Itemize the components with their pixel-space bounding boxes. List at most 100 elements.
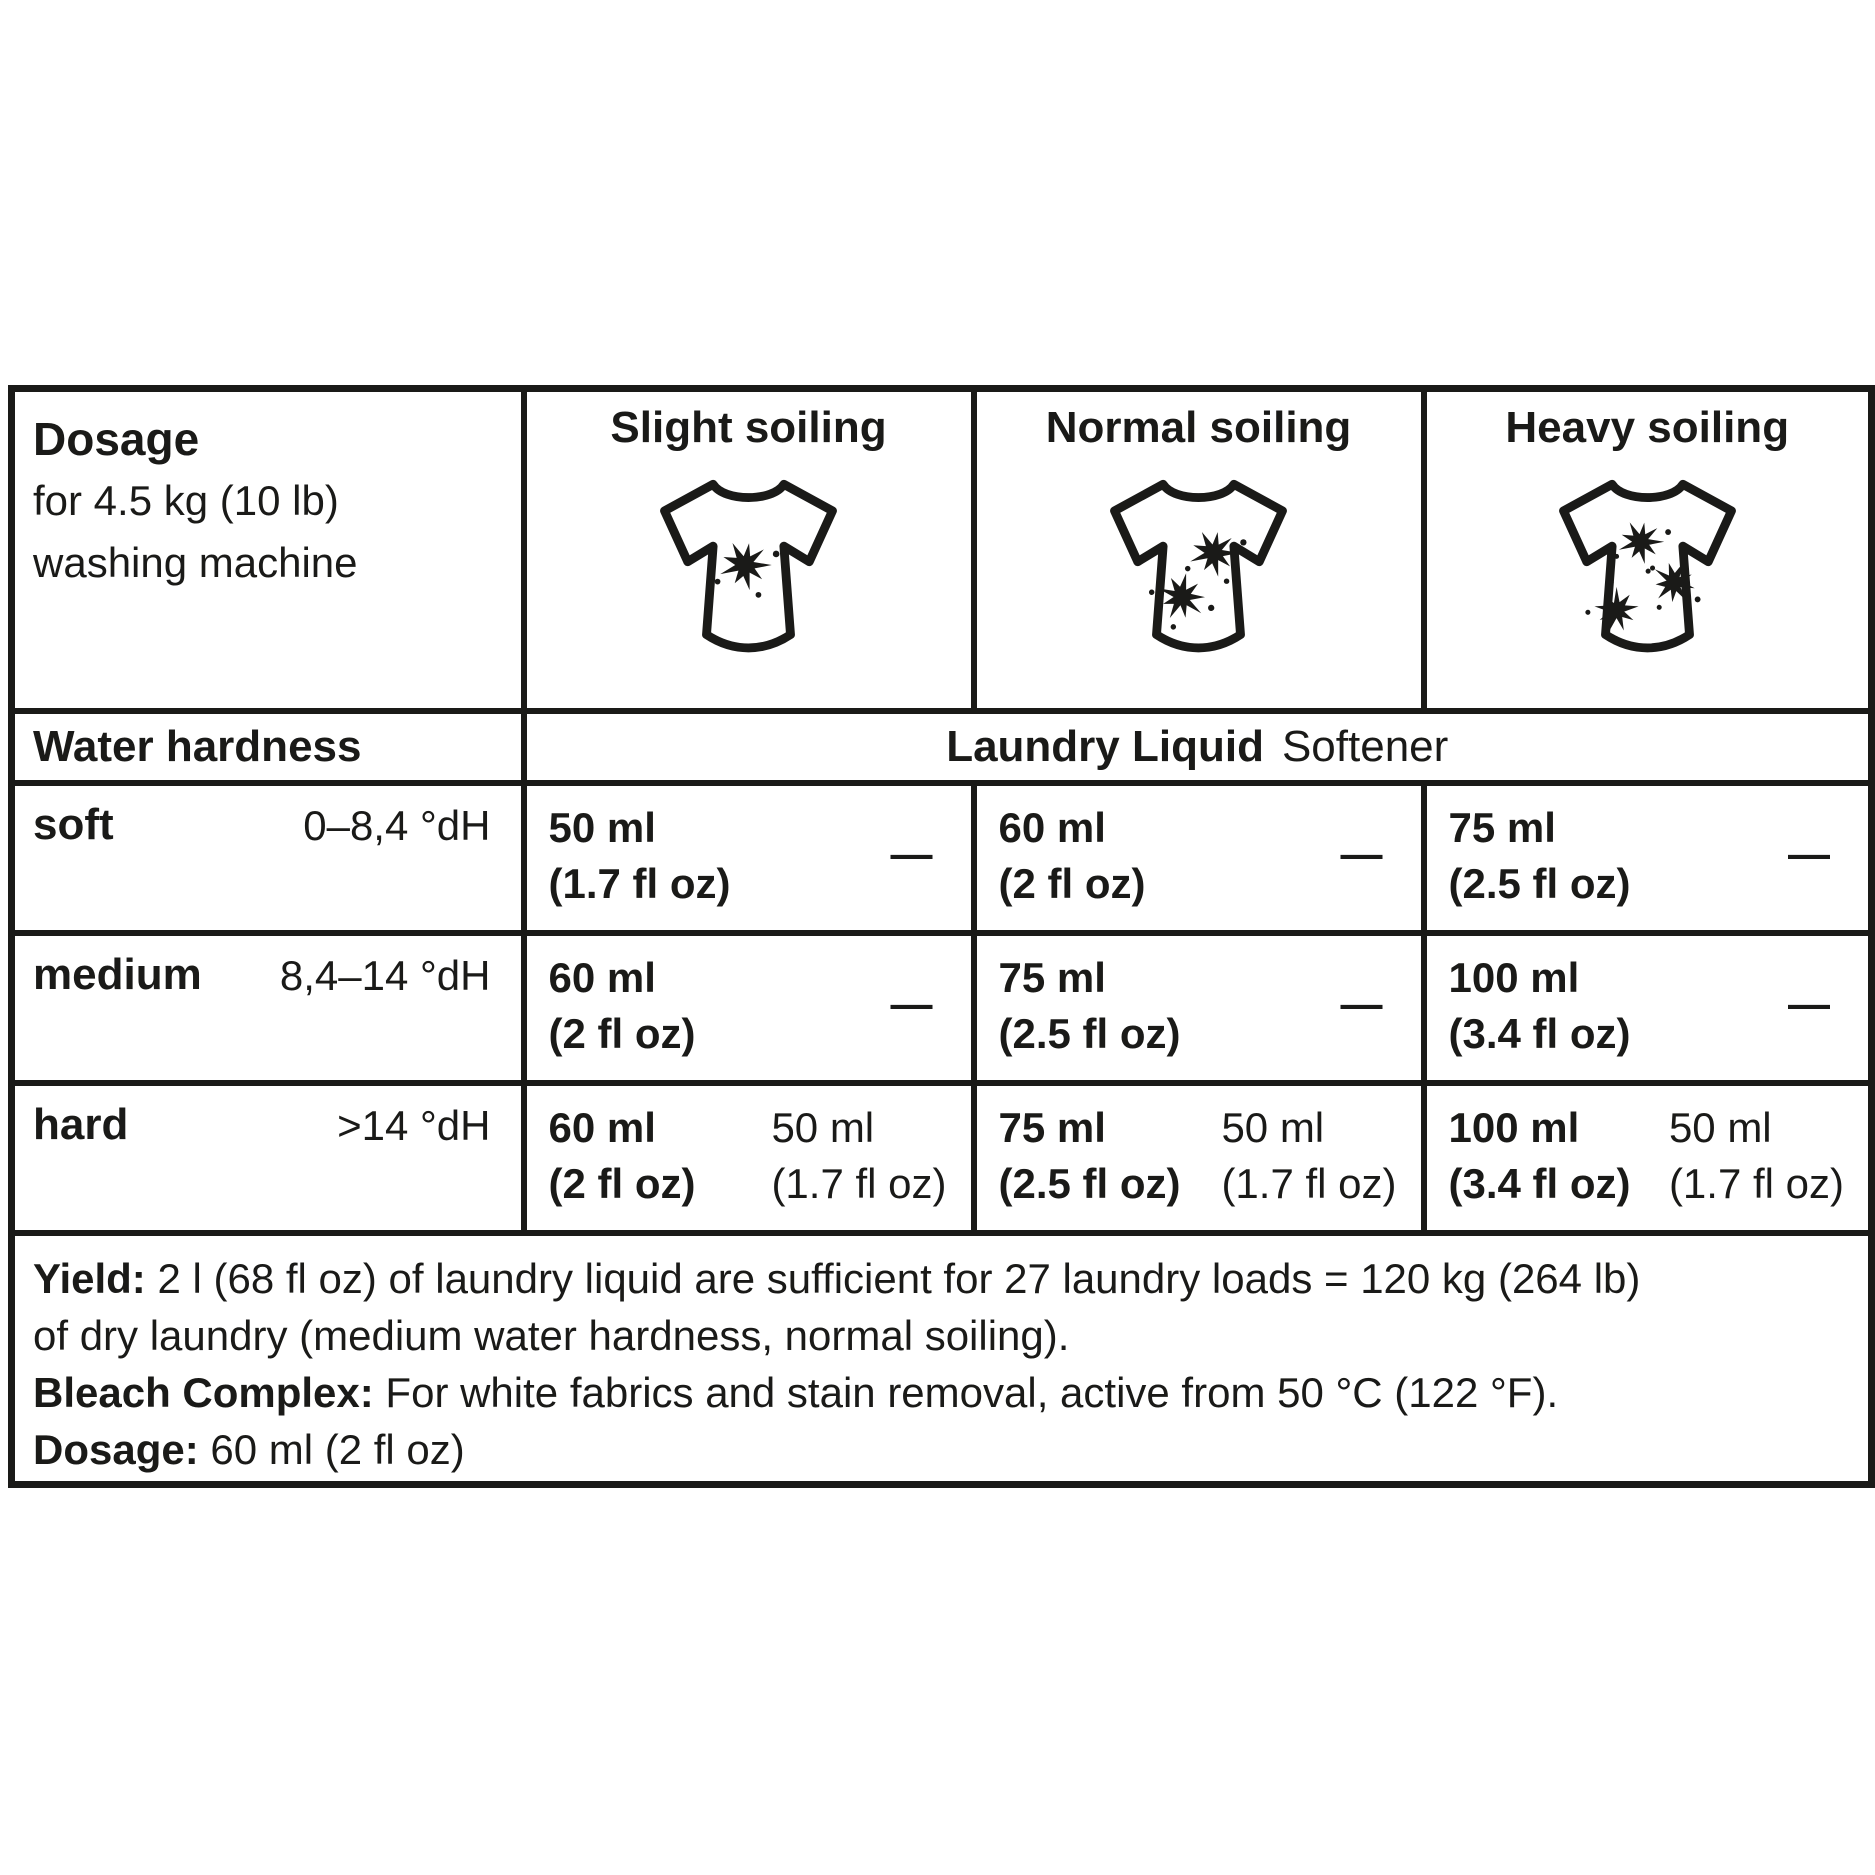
hardness-cell-soft: soft 0–8,4 °dH — [8, 779, 527, 936]
bleach-dosage-text: 60 ml (2 fl oz) — [198, 1425, 465, 1473]
laundry-liquid-amount: 60 ml (2 fl oz) — [549, 1100, 696, 1212]
column-header-normal-soiling: Normal soiling — [970, 385, 1427, 714]
dosage-machine: washing machine — [33, 539, 358, 586]
laundry-liquid-amount: 100 ml (3.4 fl oz) — [1449, 950, 1631, 1062]
liquid-ml: 50 ml — [548, 803, 656, 851]
column-header-slight-soiling: Slight soiling — [520, 385, 977, 714]
liquid-ml: 100 ml — [1448, 953, 1580, 1001]
laundry-liquid-amount: 75 ml (2.5 fl oz) — [999, 950, 1181, 1062]
liquid-oz: (2 fl oz) — [548, 1009, 696, 1057]
liquid-ml: 75 ml — [998, 1103, 1106, 1151]
softener-amount: — — [1788, 976, 1844, 1032]
heavy-soiling-label: Heavy soiling — [1505, 403, 1790, 452]
liquid-ml: 60 ml — [548, 953, 656, 1001]
softener-ml: 50 ml — [1221, 1103, 1325, 1151]
table-footer-row: Yield: 2 l (68 fl oz) of laundry liquid … — [8, 1229, 1875, 1488]
softener-ml: — — [1788, 829, 1830, 877]
liquid-oz: (1.7 fl oz) — [548, 859, 731, 907]
liquid-oz: (2.5 fl oz) — [998, 1009, 1181, 1057]
dose-cell-hard-normal: 75 ml (2.5 fl oz) 50 ml (1.7 fl oz) — [970, 1079, 1427, 1236]
tshirt-two-stains-icon — [1076, 460, 1321, 670]
laundry-liquid-amount: 50 ml (1.7 fl oz) — [549, 800, 731, 912]
table-row-medium: medium 8,4–14 °dH 60 ml (2 fl oz) — — [8, 929, 1875, 1086]
softener-amount: 50 ml (1.7 fl oz) — [1221, 1100, 1396, 1212]
softener-oz: (1.7 fl oz) — [1221, 1159, 1397, 1207]
softener-amount: — — [1788, 826, 1844, 882]
yield-note-line2: of dry laundry (medium water hardness, n… — [33, 1311, 1070, 1359]
laundry-liquid-amount: 75 ml (2.5 fl oz) — [1449, 800, 1631, 912]
tshirt-three-stains-icon — [1525, 460, 1770, 670]
softener-ml: — — [1340, 979, 1383, 1027]
dosage-header-cell: Dosage for 4.5 kg (10 lb) washing machin… — [8, 385, 527, 714]
laundry-liquid-amount: 60 ml (2 fl oz) — [549, 950, 696, 1062]
liquid-ml: 60 ml — [998, 803, 1106, 851]
normal-soiling-label: Normal soiling — [1045, 403, 1352, 452]
softener-amount: — — [1341, 976, 1397, 1032]
hardness-range: 0–8,4 °dH — [303, 801, 491, 849]
dose-cell-soft-heavy: 75 ml (2.5 fl oz) — — [1420, 779, 1875, 936]
softener-ml: — — [1340, 829, 1383, 877]
dosage-table: Dosage for 4.5 kg (10 lb) washing machin… — [8, 385, 1875, 1488]
dose-cell-hard-heavy: 100 ml (3.4 fl oz) 50 ml (1.7 fl oz) — [1420, 1079, 1875, 1236]
laundry-liquid-softener-header: Laundry Liquid Softener — [520, 707, 1875, 786]
liquid-ml: 75 ml — [998, 953, 1106, 1001]
softener-amount: 50 ml (1.7 fl oz) — [771, 1100, 946, 1212]
liquid-oz: (2 fl oz) — [998, 859, 1146, 907]
softener-oz: (1.7 fl oz) — [1668, 1159, 1844, 1207]
softener-ml: 50 ml — [771, 1103, 875, 1151]
dose-cell-soft-normal: 60 ml (2 fl oz) — — [970, 779, 1427, 936]
softener-amount: — — [891, 826, 947, 882]
table-row-soft: soft 0–8,4 °dH 50 ml (1.7 fl oz) — — [8, 779, 1875, 936]
hardness-name: hard — [33, 1099, 129, 1149]
liquid-oz: (2 fl oz) — [548, 1159, 696, 1207]
column-header-heavy-soiling: Heavy soiling — [1420, 385, 1875, 714]
softener-amount: 50 ml (1.7 fl oz) — [1669, 1100, 1844, 1212]
dosage-capacity: for 4.5 kg (10 lb) — [33, 477, 339, 524]
liquid-oz: (2.5 fl oz) — [1448, 859, 1631, 907]
dosage-title: Dosage — [33, 413, 200, 465]
softener-label: Softener — [1281, 721, 1449, 771]
liquid-ml: 100 ml — [1448, 1103, 1580, 1151]
liquid-oz: (2.5 fl oz) — [998, 1159, 1181, 1207]
bleach-complex-label: Bleach Complex: — [33, 1368, 374, 1416]
hardness-name: soft — [33, 799, 114, 849]
hardness-cell-medium: medium 8,4–14 °dH — [8, 929, 527, 1086]
yield-text: 2 l (68 fl oz) of laundry liquid are suf… — [145, 1254, 1641, 1302]
hardness-range: >14 °dH — [337, 1101, 491, 1149]
hardness-cell-hard: hard >14 °dH — [8, 1079, 527, 1236]
softener-ml: — — [1788, 979, 1830, 1027]
table-header-row: Dosage for 4.5 kg (10 lb) washing machin… — [8, 385, 1875, 714]
yield-note-line1: Yield: 2 l (68 fl oz) of laundry liquid … — [33, 1250, 1848, 1307]
laundry-liquid-amount: 75 ml (2.5 fl oz) — [999, 1100, 1181, 1212]
tshirt-one-stain-icon — [626, 460, 871, 670]
softener-ml: — — [890, 829, 933, 877]
slight-soiling-label: Slight soiling — [610, 403, 887, 452]
bleach-dosage-note: Dosage: 60 ml (2 fl oz) — [33, 1421, 1848, 1478]
laundry-liquid-amount: 100 ml (3.4 fl oz) — [1449, 1100, 1631, 1212]
footer-notes-cell: Yield: 2 l (68 fl oz) of laundry liquid … — [8, 1229, 1875, 1488]
bleach-complex-note: Bleach Complex: For white fabrics and st… — [33, 1364, 1848, 1421]
softener-oz: (1.7 fl oz) — [771, 1159, 947, 1207]
dose-cell-soft-slight: 50 ml (1.7 fl oz) — — [520, 779, 977, 936]
softener-amount: — — [891, 976, 947, 1032]
bleach-complex-text: For white fabrics and stain removal, act… — [373, 1368, 1559, 1416]
dose-cell-hard-slight: 60 ml (2 fl oz) 50 ml (1.7 fl oz) — [520, 1079, 977, 1236]
bleach-dosage-label: Dosage: — [33, 1425, 199, 1473]
liquid-ml: 75 ml — [1448, 803, 1556, 851]
hardness-range: 8,4–14 °dH — [279, 951, 491, 999]
liquid-ml: 60 ml — [548, 1103, 656, 1151]
laundry-liquid-amount: 60 ml (2 fl oz) — [999, 800, 1146, 912]
product-header-row: Water hardness Laundry Liquid Softener — [8, 707, 1875, 786]
softener-ml: 50 ml — [1668, 1103, 1772, 1151]
yield-label: Yield: — [33, 1254, 146, 1302]
liquid-oz: (3.4 fl oz) — [1448, 1009, 1631, 1057]
hardness-name: medium — [33, 949, 202, 999]
liquid-oz: (3.4 fl oz) — [1448, 1159, 1631, 1207]
softener-ml: — — [890, 979, 933, 1027]
dose-cell-medium-normal: 75 ml (2.5 fl oz) — — [970, 929, 1427, 1086]
water-hardness-header: Water hardness — [8, 707, 527, 786]
dose-cell-medium-heavy: 100 ml (3.4 fl oz) — — [1420, 929, 1875, 1086]
laundry-liquid-label: Laundry Liquid — [946, 721, 1264, 771]
table-row-hard: hard >14 °dH 60 ml (2 fl oz) 50 ml (1.7 … — [8, 1079, 1875, 1236]
